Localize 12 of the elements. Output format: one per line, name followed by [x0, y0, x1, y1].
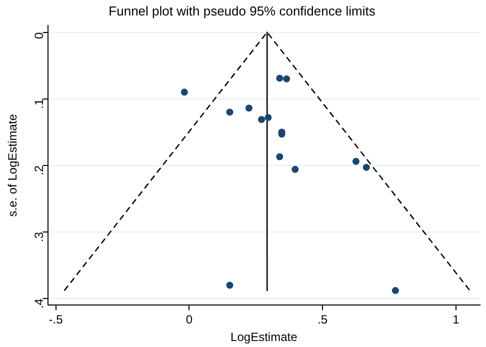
y-tick-label: .2 — [32, 165, 46, 176]
x-tick-label: 0 — [186, 312, 193, 327]
y-tick-label: .3 — [32, 232, 46, 242]
x-axis-title: LogEstimate — [230, 330, 298, 344]
y-tick-label: .4 — [32, 298, 46, 309]
y-axis-title: s.e. of LogEstimate — [6, 114, 20, 217]
y-tick-label: 0 — [32, 32, 46, 39]
x-tick-label: .5 — [318, 312, 328, 327]
x-tick-label: -.5 — [48, 312, 64, 327]
chart-title: Funnel plot with pseudo 95% confidence limits — [108, 3, 376, 18]
y-tick-label: .1 — [32, 98, 46, 109]
x-tick-label: 1 — [452, 312, 460, 327]
